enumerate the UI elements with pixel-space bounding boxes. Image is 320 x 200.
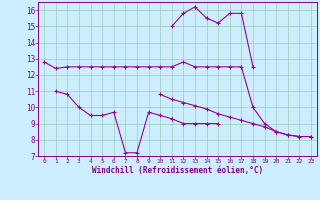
X-axis label: Windchill (Refroidissement éolien,°C): Windchill (Refroidissement éolien,°C) — [92, 166, 263, 175]
